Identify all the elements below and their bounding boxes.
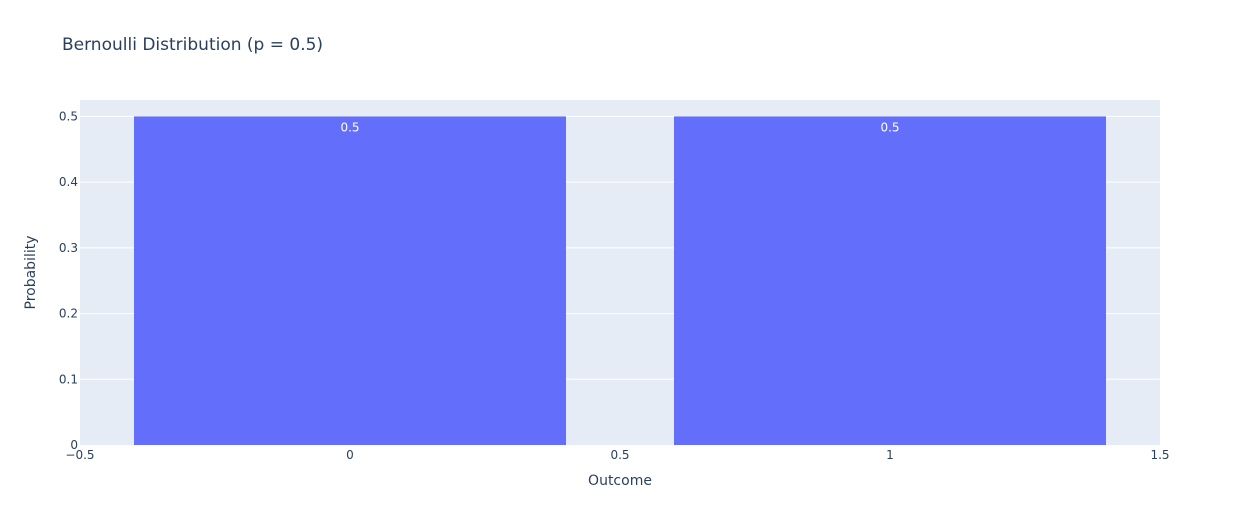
data-label: 0.5 — [340, 120, 359, 134]
y-tick-label: 0.4 — [59, 175, 78, 189]
y-tick-label: 0 — [70, 438, 78, 452]
x-axis-title: Outcome — [588, 473, 652, 489]
x-axis-ticks: −0.5 0 0.5 1 1.5 — [65, 448, 1169, 462]
y-axis-ticks: 0 0.1 0.2 0.3 0.4 0.5 — [59, 109, 78, 452]
x-tick-label: 1.5 — [1150, 448, 1169, 462]
x-tick-label: 0.5 — [610, 448, 629, 462]
y-tick-label: 0.3 — [59, 241, 78, 255]
data-label: 0.5 — [880, 120, 899, 134]
chart-title: Bernoulli Distribution (p = 0.5) — [62, 35, 323, 55]
x-tick-label: 1 — [886, 448, 894, 462]
y-axis-title: Probability — [23, 235, 39, 309]
bar — [134, 116, 566, 445]
bar — [674, 116, 1106, 445]
y-tick-label: 0.2 — [59, 307, 78, 321]
y-tick-label: 0.5 — [59, 109, 78, 123]
x-tick-label: 0 — [346, 448, 354, 462]
y-tick-label: 0.1 — [59, 372, 78, 386]
